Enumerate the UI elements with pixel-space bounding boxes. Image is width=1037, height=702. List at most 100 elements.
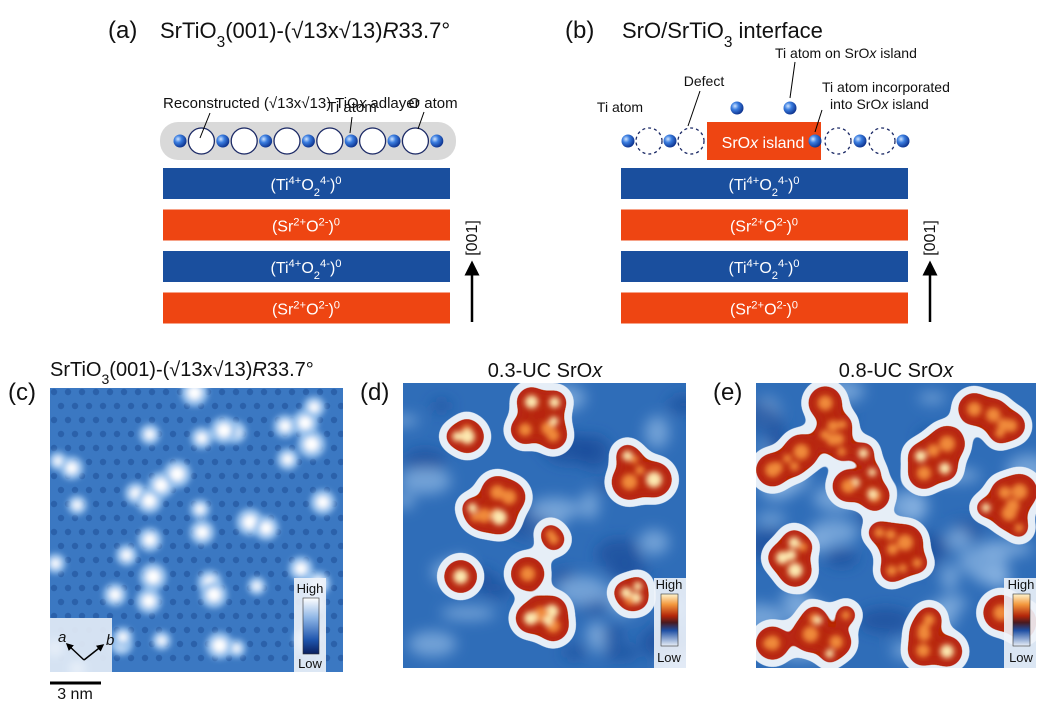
- lattice-dot: [72, 431, 78, 437]
- ti-atom: [731, 102, 744, 115]
- substrate-patch: [941, 564, 959, 591]
- lattice-dot: [93, 389, 99, 395]
- lattice-dot: [324, 431, 330, 437]
- island-peak: [967, 402, 981, 416]
- lattice-dot: [156, 403, 162, 409]
- colorbar-label: High: [297, 581, 324, 596]
- substrate-patch: [918, 393, 945, 404]
- layer-label-part: O: [764, 302, 776, 319]
- lattice-dot: [128, 515, 134, 521]
- bright-spot: [145, 430, 154, 439]
- island-peak: [783, 454, 792, 463]
- lattice-dot: [72, 543, 78, 549]
- lattice-dot: [184, 599, 190, 605]
- lattice-dot: [128, 655, 134, 661]
- layer-label-part: O: [301, 260, 313, 277]
- annotation: Ti atom on SrOx island: [775, 45, 917, 61]
- lattice-dot: [121, 445, 127, 451]
- lattice-dot: [268, 403, 274, 409]
- lattice-dot: [317, 473, 323, 479]
- colorbar: [1013, 594, 1030, 646]
- lattice-dot: [219, 529, 225, 535]
- island-peak: [468, 503, 477, 512]
- lattice-dot: [86, 487, 92, 493]
- lattice-dot: [79, 445, 85, 451]
- lattice-dot: [86, 515, 92, 521]
- ti-atom: [302, 135, 315, 148]
- lattice-dot: [184, 543, 190, 549]
- lattice-dot: [114, 403, 120, 409]
- panel-label: (b): [565, 17, 594, 44]
- bright-spot: [143, 595, 155, 607]
- substrate-patch: [755, 513, 786, 525]
- annotation-part: Ti atom incorporated: [822, 79, 950, 95]
- lattice-dot: [128, 403, 134, 409]
- lattice-dot: [191, 417, 197, 423]
- lattice-dot: [240, 599, 246, 605]
- lattice-dot: [191, 557, 197, 563]
- island-peak: [826, 433, 838, 445]
- lattice-dot: [331, 557, 337, 563]
- lattice-dot: [240, 571, 246, 577]
- island-peak: [886, 566, 896, 576]
- colorbar-label-part: Low: [657, 650, 681, 665]
- bright-spot: [110, 589, 121, 600]
- lattice-dot: [282, 515, 288, 521]
- ti-atom: [809, 135, 822, 148]
- lattice-dot: [86, 403, 92, 409]
- lattice-dot: [135, 473, 141, 479]
- bright-spot: [197, 433, 207, 443]
- lattice-dot: [247, 417, 253, 423]
- lattice-dot: [338, 655, 344, 661]
- lattice-dot: [338, 543, 344, 549]
- layer-label-part: 2-: [777, 217, 787, 229]
- panel-title-part: 0.3-UC SrO: [488, 360, 592, 382]
- lattice-dot: [331, 529, 337, 535]
- lattice-dot: [163, 501, 169, 507]
- island-peak: [997, 418, 1010, 431]
- substrate-patch: [387, 415, 419, 426]
- island-peak: [825, 649, 834, 658]
- lattice-dot: [247, 557, 253, 563]
- lattice-dot: [247, 389, 253, 395]
- lattice-dot: [135, 445, 141, 451]
- panel-title: SrTiO3(001)-(√13x√13)R33.7°: [50, 359, 314, 387]
- ti-atom: [216, 135, 229, 148]
- lattice-dot: [142, 403, 148, 409]
- island-peak: [986, 408, 1000, 422]
- lattice-dot: [114, 655, 120, 661]
- lattice-dot: [128, 571, 134, 577]
- lattice-dot: [254, 459, 260, 465]
- lattice-dot: [191, 585, 197, 591]
- lattice-dot: [100, 459, 106, 465]
- lattice-dot: [205, 557, 211, 563]
- direction-label-part: [001]: [922, 220, 939, 256]
- lattice-dot: [100, 571, 106, 577]
- figure: (a)SrTiO3(001)-(√13x√13)R33.7°Reconstruc…: [0, 0, 1037, 702]
- lattice-dot: [261, 445, 267, 451]
- lattice-dot: [114, 487, 120, 493]
- island-peak: [837, 447, 846, 456]
- island-peak: [899, 564, 907, 572]
- scale-label: 3 nm: [57, 686, 93, 702]
- layer-label-part: 0: [334, 300, 340, 312]
- lattice-dot: [338, 599, 344, 605]
- layer-label-part: 4-: [778, 175, 788, 187]
- island-peak: [1006, 499, 1020, 513]
- ti-atom: [259, 135, 272, 148]
- substrate-patch: [441, 606, 496, 620]
- lattice-dot: [247, 501, 253, 507]
- layer-label-part: O: [764, 219, 776, 236]
- island-peak: [788, 563, 803, 578]
- lattice-dot: [233, 473, 239, 479]
- ti-atom: [430, 135, 443, 148]
- lattice-dot: [100, 487, 106, 493]
- island-peak: [546, 530, 555, 539]
- o-atom: [231, 128, 257, 154]
- direction-label: [001]: [922, 220, 939, 256]
- lattice-dot: [324, 515, 330, 521]
- layer-label-part: 0: [792, 217, 798, 229]
- lattice-dot: [226, 543, 232, 549]
- bright-spot: [280, 421, 291, 432]
- bright-spot: [207, 588, 220, 601]
